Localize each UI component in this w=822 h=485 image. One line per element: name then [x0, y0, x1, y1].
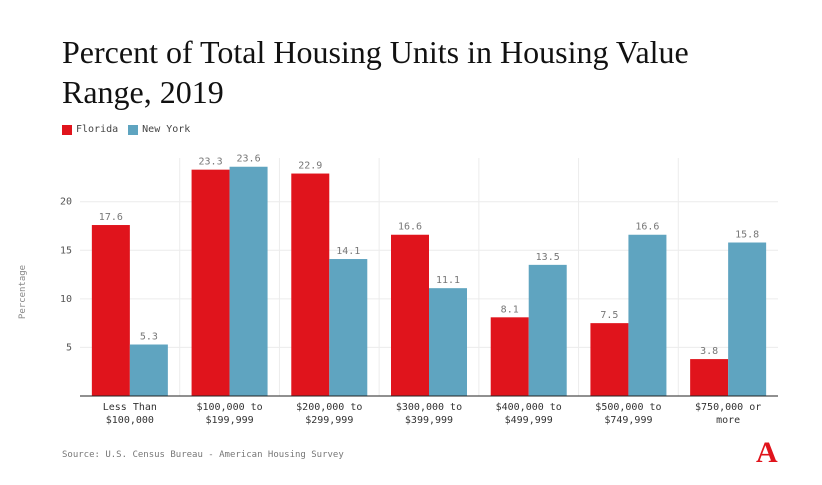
bar-new-york — [329, 259, 368, 396]
legend-swatch-new-york — [128, 124, 139, 135]
data-label-florida: 17.6 — [99, 212, 123, 223]
bar-new-york — [129, 344, 168, 396]
x-tick-label: $500,000 to — [595, 402, 661, 413]
bar-florida — [690, 359, 729, 396]
bar-florida — [490, 317, 529, 396]
bar-new-york — [229, 166, 268, 396]
x-tick-label: $400,000 to — [496, 402, 562, 413]
bar-florida — [191, 169, 230, 396]
bar-new-york — [528, 264, 567, 396]
data-label-new-york: 5.3 — [140, 332, 158, 343]
data-label-florida: 7.5 — [600, 310, 618, 321]
data-label-new-york: 16.6 — [635, 222, 659, 233]
x-tick-label: $299,999 — [305, 415, 353, 426]
data-label-florida: 23.3 — [199, 157, 223, 168]
bar-new-york — [628, 234, 667, 396]
bar-new-york — [429, 288, 467, 396]
legend-item-florida: Florida — [62, 124, 118, 135]
x-tick-label: $399,999 — [405, 415, 453, 426]
data-label-new-york: 15.8 — [735, 230, 759, 241]
bar-florida — [291, 173, 330, 396]
data-label-florida: 8.1 — [501, 304, 519, 315]
data-label-florida: 3.8 — [700, 346, 718, 357]
x-tick-label: $200,000 to — [296, 402, 362, 413]
legend-swatch-florida — [62, 124, 72, 135]
x-tick-label: $300,000 to — [396, 402, 462, 413]
bar-new-york — [728, 242, 767, 396]
brand-logo: A — [756, 436, 778, 469]
data-label-new-york: 13.5 — [536, 252, 560, 263]
x-tick-label: $100,000 to — [196, 402, 262, 413]
y-tick-label: 20 — [60, 197, 72, 208]
bar-florida — [590, 323, 629, 396]
x-tick-label: Less Than — [103, 402, 157, 413]
data-label-florida: 16.6 — [398, 222, 422, 233]
y-tick-label: 5 — [66, 342, 72, 353]
x-tick-label: $749,999 — [604, 415, 652, 426]
y-tick-label: 10 — [60, 294, 72, 305]
x-tick-label: more — [716, 415, 740, 426]
data-label-new-york: 23.6 — [237, 154, 261, 165]
y-tick-label: 15 — [60, 245, 72, 256]
x-tick-label: $100,000 — [106, 415, 154, 426]
bar-florida — [391, 234, 429, 396]
legend-item-new-york: New York — [128, 124, 190, 135]
legend-label-florida: Florida — [76, 124, 119, 135]
legend-label-new-york: New York — [142, 124, 191, 135]
data-label-new-york: 11.1 — [436, 275, 460, 286]
bar-florida — [91, 225, 130, 396]
x-tick-label: $750,000 or — [695, 402, 761, 413]
data-label-florida: 22.9 — [298, 161, 322, 172]
y-axis-label: Percentage — [18, 265, 28, 319]
x-tick-label: $499,999 — [505, 415, 553, 426]
source-note: Source: U.S. Census Bureau - American Ho… — [62, 450, 344, 460]
data-label-new-york: 14.1 — [336, 246, 360, 257]
chart-title: Percent of Total Housing Units in Housin… — [62, 34, 689, 110]
legend: Florida New York — [62, 124, 190, 135]
x-tick-label: $199,999 — [205, 415, 253, 426]
